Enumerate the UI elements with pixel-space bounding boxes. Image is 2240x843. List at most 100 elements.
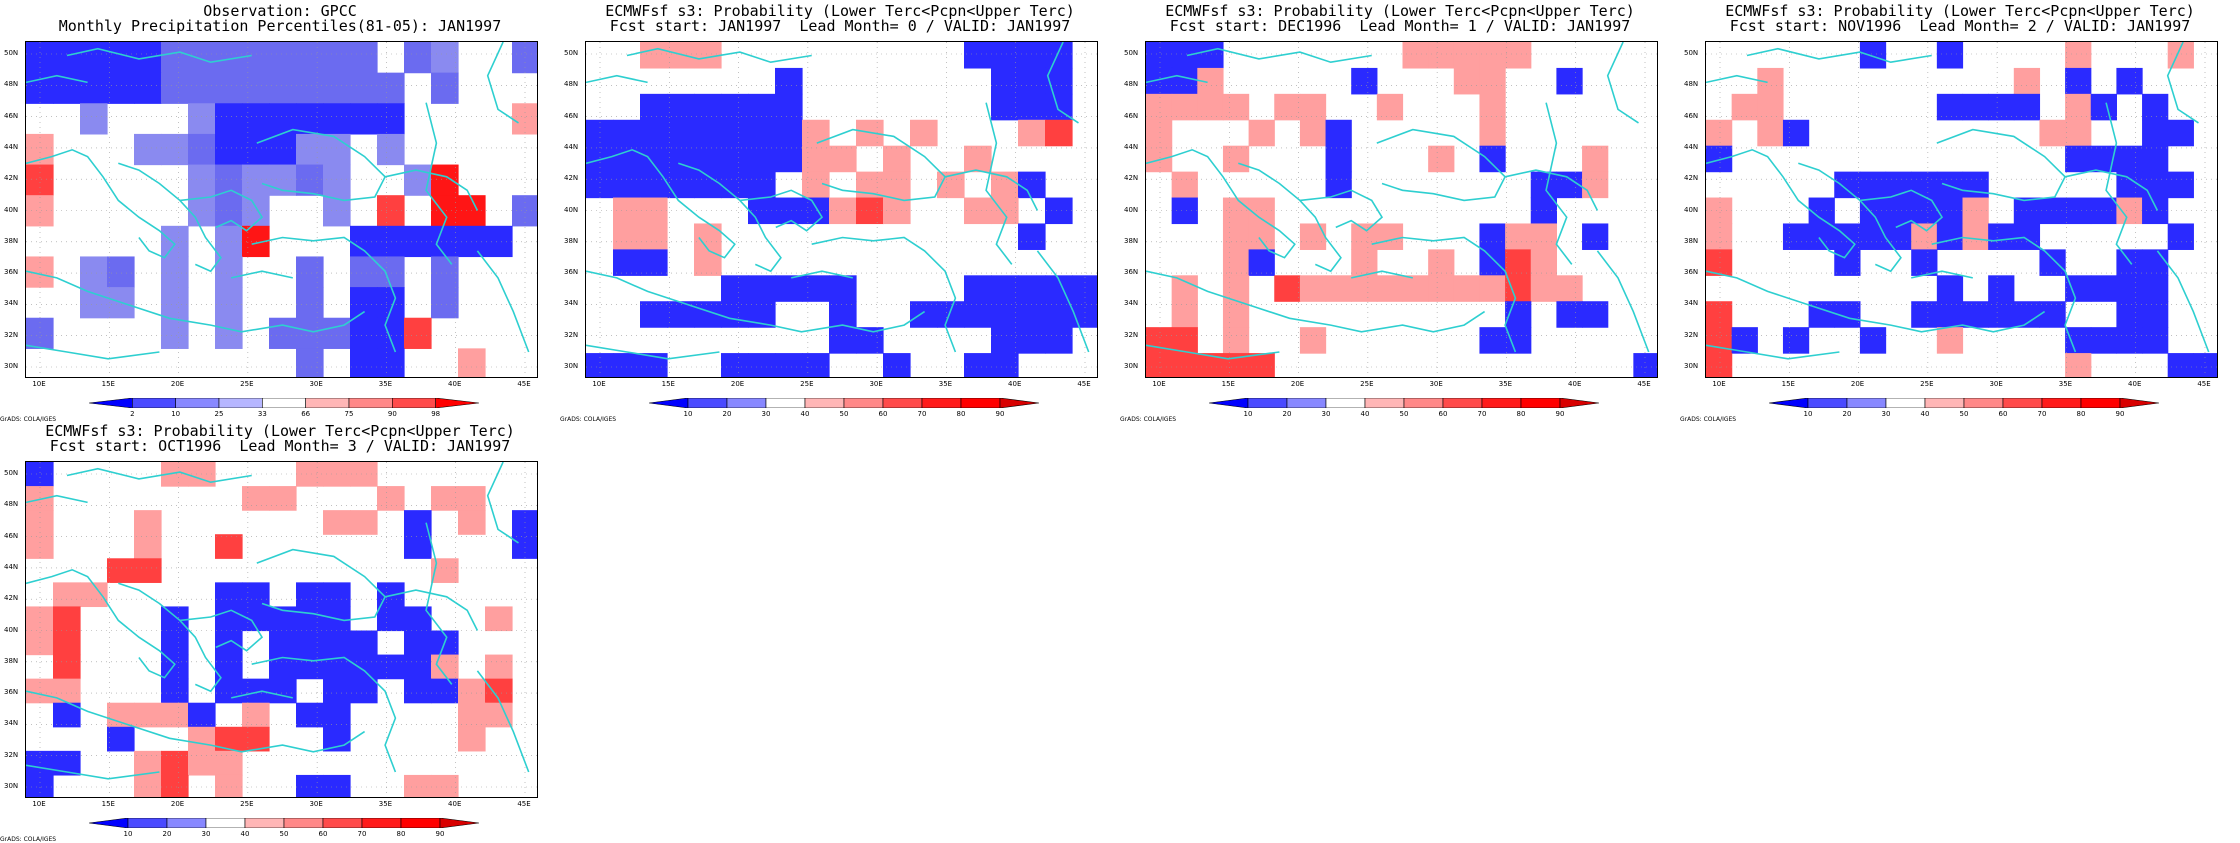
grid-cell: [1351, 223, 1378, 250]
grid-cell: [1171, 327, 1198, 354]
grid-cell: [1706, 353, 1733, 377]
colorbar-tick-label: 80: [956, 410, 966, 418]
lon-label: 45E: [1637, 380, 1651, 388]
lat-label: 34N: [4, 299, 19, 308]
grid-cell: [215, 606, 243, 632]
grid-cell: [377, 256, 405, 288]
grid-cell: [26, 164, 54, 196]
grid-cell: [1479, 223, 1506, 250]
colorbar-segment: [435, 398, 479, 408]
colorbar-tick-label: 40: [1360, 410, 1370, 418]
grid-cell: [188, 702, 216, 728]
lat-label: 46N: [1684, 111, 1699, 120]
grid-cell: [323, 678, 351, 704]
grid-cell: [161, 225, 189, 258]
colorbar-tick-label: 20: [1842, 410, 1852, 418]
grid-cell: [188, 133, 216, 166]
grid-cell: [1453, 275, 1481, 302]
lat-label: 50N: [1124, 49, 1139, 57]
colorbar-tick-label: 30: [1321, 410, 1331, 418]
grid-cell: [775, 353, 803, 377]
colorbar-segment: [765, 398, 806, 408]
lat-label: 32N: [4, 750, 19, 759]
grid-cell: [991, 42, 1019, 69]
grid-cell: [1045, 301, 1073, 328]
grid-cell: [188, 726, 216, 752]
grid-cell: [134, 702, 162, 728]
colorbar-tick-label: 30: [1881, 410, 1891, 418]
coastline: [476, 670, 530, 773]
grid-cell: [1556, 301, 1583, 328]
grid-cell: [1911, 249, 1938, 276]
grid-cell: [404, 606, 432, 632]
coastline: [66, 47, 252, 64]
grid-cell: [107, 256, 135, 288]
lat-label: 32N: [1124, 330, 1139, 339]
grid-cell: [964, 145, 992, 173]
grid-cell: [613, 223, 641, 250]
grid-cell: [1428, 42, 1455, 69]
grid-cell: [1197, 353, 1224, 377]
colorbar-segment: [1924, 398, 1965, 408]
panel-subtitle: Fcst start: DEC1996 Lead Month= 1 / VALI…: [1169, 17, 1631, 35]
grid-cell: [215, 582, 243, 608]
grid-cell: [1197, 93, 1224, 121]
grid-cell: [991, 93, 1019, 121]
grid-cell: [161, 256, 189, 288]
grid-cell: [2142, 119, 2169, 147]
grid-cell: [1834, 171, 1861, 199]
colorbar-tick-label: 50: [839, 410, 849, 418]
lat-label: 40N: [4, 625, 19, 634]
grid-cell: [1274, 93, 1301, 121]
lat-label: 34N: [564, 299, 579, 308]
lon-label: 45E: [1077, 380, 1091, 388]
grid-cell: [1018, 93, 1046, 121]
colorbar: [89, 398, 479, 408]
coastline: [1706, 148, 1856, 259]
map-area: [1705, 41, 2218, 378]
colorbar-segment: [1807, 398, 1848, 408]
colorbar-segment: [1963, 398, 2004, 408]
grid-cell: [485, 702, 513, 728]
grid-cell: [161, 317, 189, 349]
grid-cell: [1556, 67, 1583, 95]
colorbar-tick-label: 40: [800, 410, 810, 418]
colorbar-tick-label: 75: [344, 410, 354, 418]
colorbar: [89, 818, 479, 828]
grid-cell: [26, 195, 54, 227]
grid-cell: [1859, 171, 1887, 199]
grid-cell: [883, 171, 911, 199]
coastline: [1146, 344, 1280, 360]
grid-cell: [991, 353, 1019, 377]
colorbar-tick-label: 40: [240, 830, 250, 838]
grid-cell: [431, 287, 459, 319]
lat-label: 38N: [4, 656, 19, 665]
grid-cell: [2167, 171, 2194, 199]
grid-cell: [2065, 42, 2092, 69]
grid-cell: [775, 119, 803, 147]
coastline: [626, 47, 812, 64]
grid-cell: [404, 42, 432, 74]
lat-label: 34N: [1124, 299, 1139, 308]
lat-label: 42N: [4, 594, 19, 603]
map-panel: ECMWFsf s3: Probability (Lower Terc<Pcpn…: [1120, 0, 1680, 423]
lat-label: 36N: [564, 268, 579, 277]
lat-label: 46N: [4, 531, 19, 540]
grid-cell: [1479, 119, 1506, 147]
grid-cell: [1222, 223, 1250, 250]
grid-cell: [910, 119, 938, 147]
coastline: [811, 236, 957, 353]
grid-cell: [910, 301, 938, 328]
grid-cell: [26, 750, 54, 776]
grid-cell: [2039, 301, 2066, 328]
grid-cell: [775, 197, 803, 225]
lon-label: 25E: [240, 380, 254, 388]
colorbar-segment: [1364, 398, 1405, 408]
grid-cell: [377, 133, 405, 166]
grid-cell: [2013, 93, 2041, 121]
grid-cell: [296, 582, 324, 608]
coastline: [1706, 74, 1768, 84]
colorbar-segment: [687, 398, 728, 408]
grid-cell: [404, 225, 432, 258]
grid-cell: [269, 133, 297, 166]
